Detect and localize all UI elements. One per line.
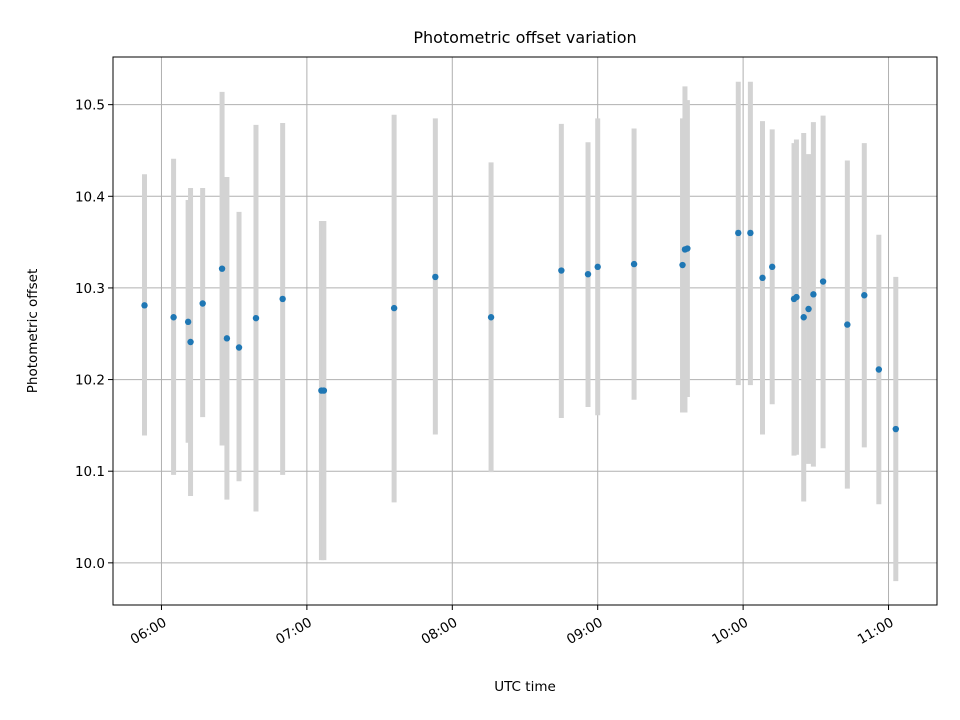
data-point [679, 261, 686, 269]
y-tick-label: 10.5 [75, 98, 105, 114]
data-point [320, 387, 328, 394]
data-point [187, 338, 194, 346]
data-point [747, 229, 754, 237]
data-point [594, 263, 601, 271]
data-point [558, 267, 565, 274]
y-tick-label: 10.3 [75, 281, 105, 297]
data-point [861, 292, 868, 299]
y-axis-label: Photometric offset [25, 269, 41, 393]
data-point [584, 270, 592, 278]
data-point [819, 278, 827, 285]
data-point [252, 314, 260, 322]
y-axis-ticks: 10.0 10.1 10.2 10.3 10.4 10.5 [75, 98, 113, 572]
data-point [810, 291, 817, 298]
data-point [735, 229, 742, 237]
x-axis-label: UTC time [494, 679, 556, 695]
y-tick-label: 10.2 [75, 373, 105, 389]
grid [113, 57, 937, 605]
data-point [170, 314, 177, 321]
data-point [892, 425, 899, 433]
data-point [184, 318, 192, 326]
y-tick-label: 10.4 [75, 189, 105, 205]
plot-frame [112, 56, 938, 606]
data-point [759, 274, 766, 282]
data-point [630, 260, 638, 268]
y-tick-label: 10.0 [75, 556, 105, 572]
data-point [199, 300, 206, 307]
data-point [235, 344, 243, 351]
data-point [279, 295, 286, 303]
data-point [793, 293, 800, 301]
data-point [684, 245, 691, 252]
data-point [800, 314, 807, 321]
data-point [223, 335, 231, 342]
data-point [432, 273, 439, 281]
chart-title: Photometric offset variation [413, 28, 636, 47]
data-point [805, 305, 812, 313]
y-tick-label: 10.1 [75, 464, 105, 480]
data-point [769, 263, 776, 271]
data-point [141, 302, 148, 309]
data-points [141, 229, 899, 433]
data-point [875, 366, 883, 373]
data-point [390, 304, 398, 312]
data-point [487, 314, 495, 321]
data-point [844, 321, 851, 328]
data-point [218, 265, 226, 272]
